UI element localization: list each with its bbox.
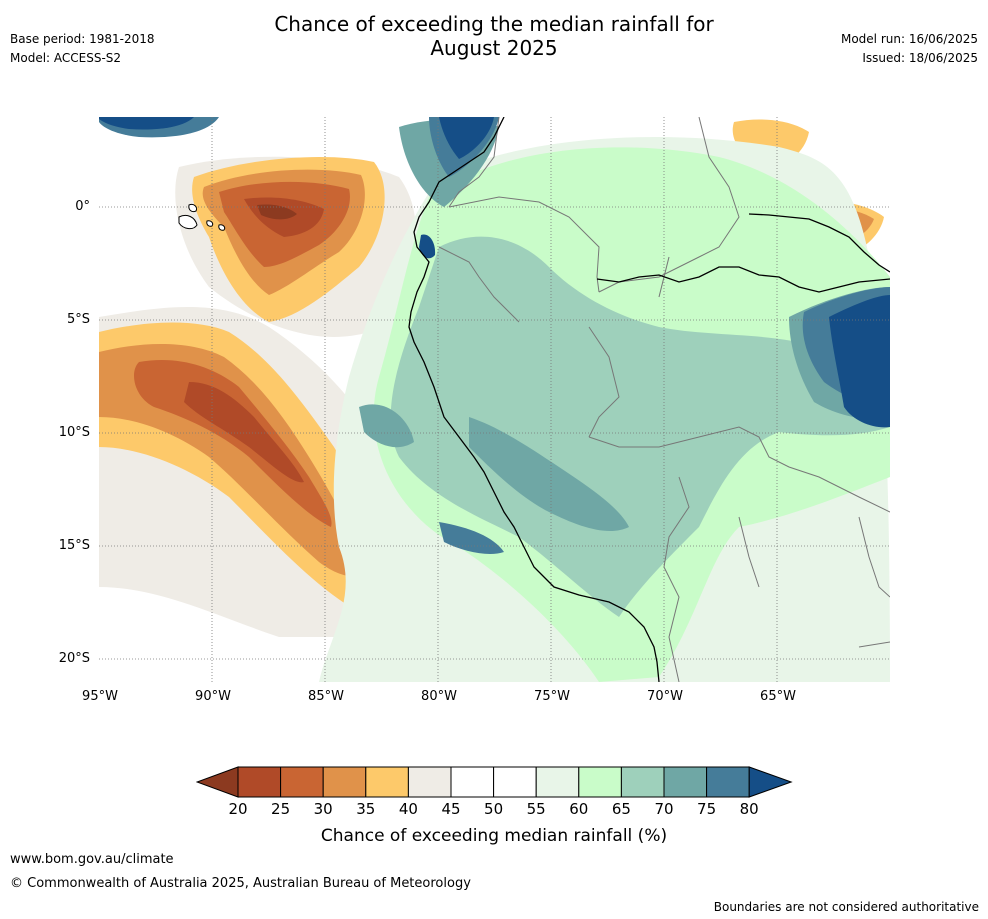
lat-label-5s: 5°S [66,312,90,327]
wet-zone-80 [439,117,494,159]
colorbar-swatch-20-25 [237,766,282,798]
map-title-line-1: Chance of exceeding the median rainfall … [274,12,714,36]
colorbar-swatch-above-80 [748,766,793,798]
colorbar-swatch-below-20 [196,766,239,798]
wet-zone-65 [390,236,890,617]
galapagos-islands [178,204,226,231]
copyright-notice: © Commonwealth of Australia 2025, Austra… [10,876,471,891]
wet-zone-70 [469,417,629,532]
lat-label-20s: 20°S [58,651,90,666]
colorbar [196,766,793,798]
wet-zone-80 [829,295,890,428]
colorbar-swatch-25-30 [280,766,324,798]
wet-zone-80 [99,117,194,130]
wet-zone-75 [439,522,504,554]
website-link: www.bom.gov.au/climate [10,852,174,867]
map-title: Chance of exceeding the median rainfall … [0,12,988,60]
dry-zone-20 [257,204,297,220]
lon-label-95w: 95°W [82,689,118,704]
colorbar-swatch-50-55 [493,766,537,798]
colorbar-tick-60: 60 [569,800,589,818]
colorbar-swatch-65-70 [620,766,665,798]
colorbar-tick-45: 45 [441,800,461,818]
coastline [408,117,890,682]
lon-label-80w: 80°W [421,689,457,704]
model-name: Model: ACCESS-S2 [10,51,122,65]
map-title-line-2: August 2025 [430,36,558,60]
colorbar-swatch-60-65 [578,766,622,798]
colorbar-tick-labels: 20 25 30 35 40 45 50 55 60 65 70 75 80 [0,800,988,822]
boundary-disclaimer: Boundaries are not considered authoritat… [713,900,979,914]
colorbar-swatch-45-50 [450,766,495,798]
base-period: Base period: 1981-2018 [10,32,155,46]
colorbar-swatch-70-75 [663,766,708,798]
colorbar-tick-20: 20 [228,800,248,818]
model-run-date: Model run: 16/06/2025 [840,32,978,46]
rainfall-probability-map [99,117,890,682]
colorbar-tick-80: 80 [739,800,759,818]
lon-label-75w: 75°W [534,689,570,704]
colorbar-tick-35: 35 [356,800,376,818]
colorbar-swatch-75-80 [706,766,750,798]
lon-label-90w: 90°W [195,689,231,704]
colorbar-tick-25: 25 [271,800,291,818]
colorbar-tick-75: 75 [697,800,717,818]
lat-label-10s: 10°S [58,425,90,440]
wet-zone-70 [359,404,414,448]
colorbar-tick-55: 55 [526,800,546,818]
colorbar-swatch-55-60 [535,766,580,798]
colorbar-swatch-35-40 [365,766,409,798]
lon-label-85w: 85°W [308,689,344,704]
colorbar-tick-30: 30 [313,800,333,818]
lat-label-0: 0° [75,199,90,214]
colorbar-tick-65: 65 [611,800,631,818]
colorbar-title: Chance of exceeding median rainfall (%) [320,826,668,846]
lon-label-65w: 65°W [760,689,796,704]
lat-label-15s: 15°S [58,538,90,553]
issued-date: Issued: 18/06/2025 [862,51,978,65]
wet-zone-80 [419,234,436,259]
colorbar-swatch-40-45 [407,766,452,798]
dry-zone-30 [134,359,332,527]
colorbar-tick-70: 70 [654,800,674,818]
colorbar-tick-40: 40 [398,800,418,818]
colorbar-tick-50: 50 [484,800,504,818]
lon-label-70w: 70°W [647,689,683,704]
dry-zone-25 [184,382,304,483]
colorbar-swatch-30-35 [322,766,367,798]
